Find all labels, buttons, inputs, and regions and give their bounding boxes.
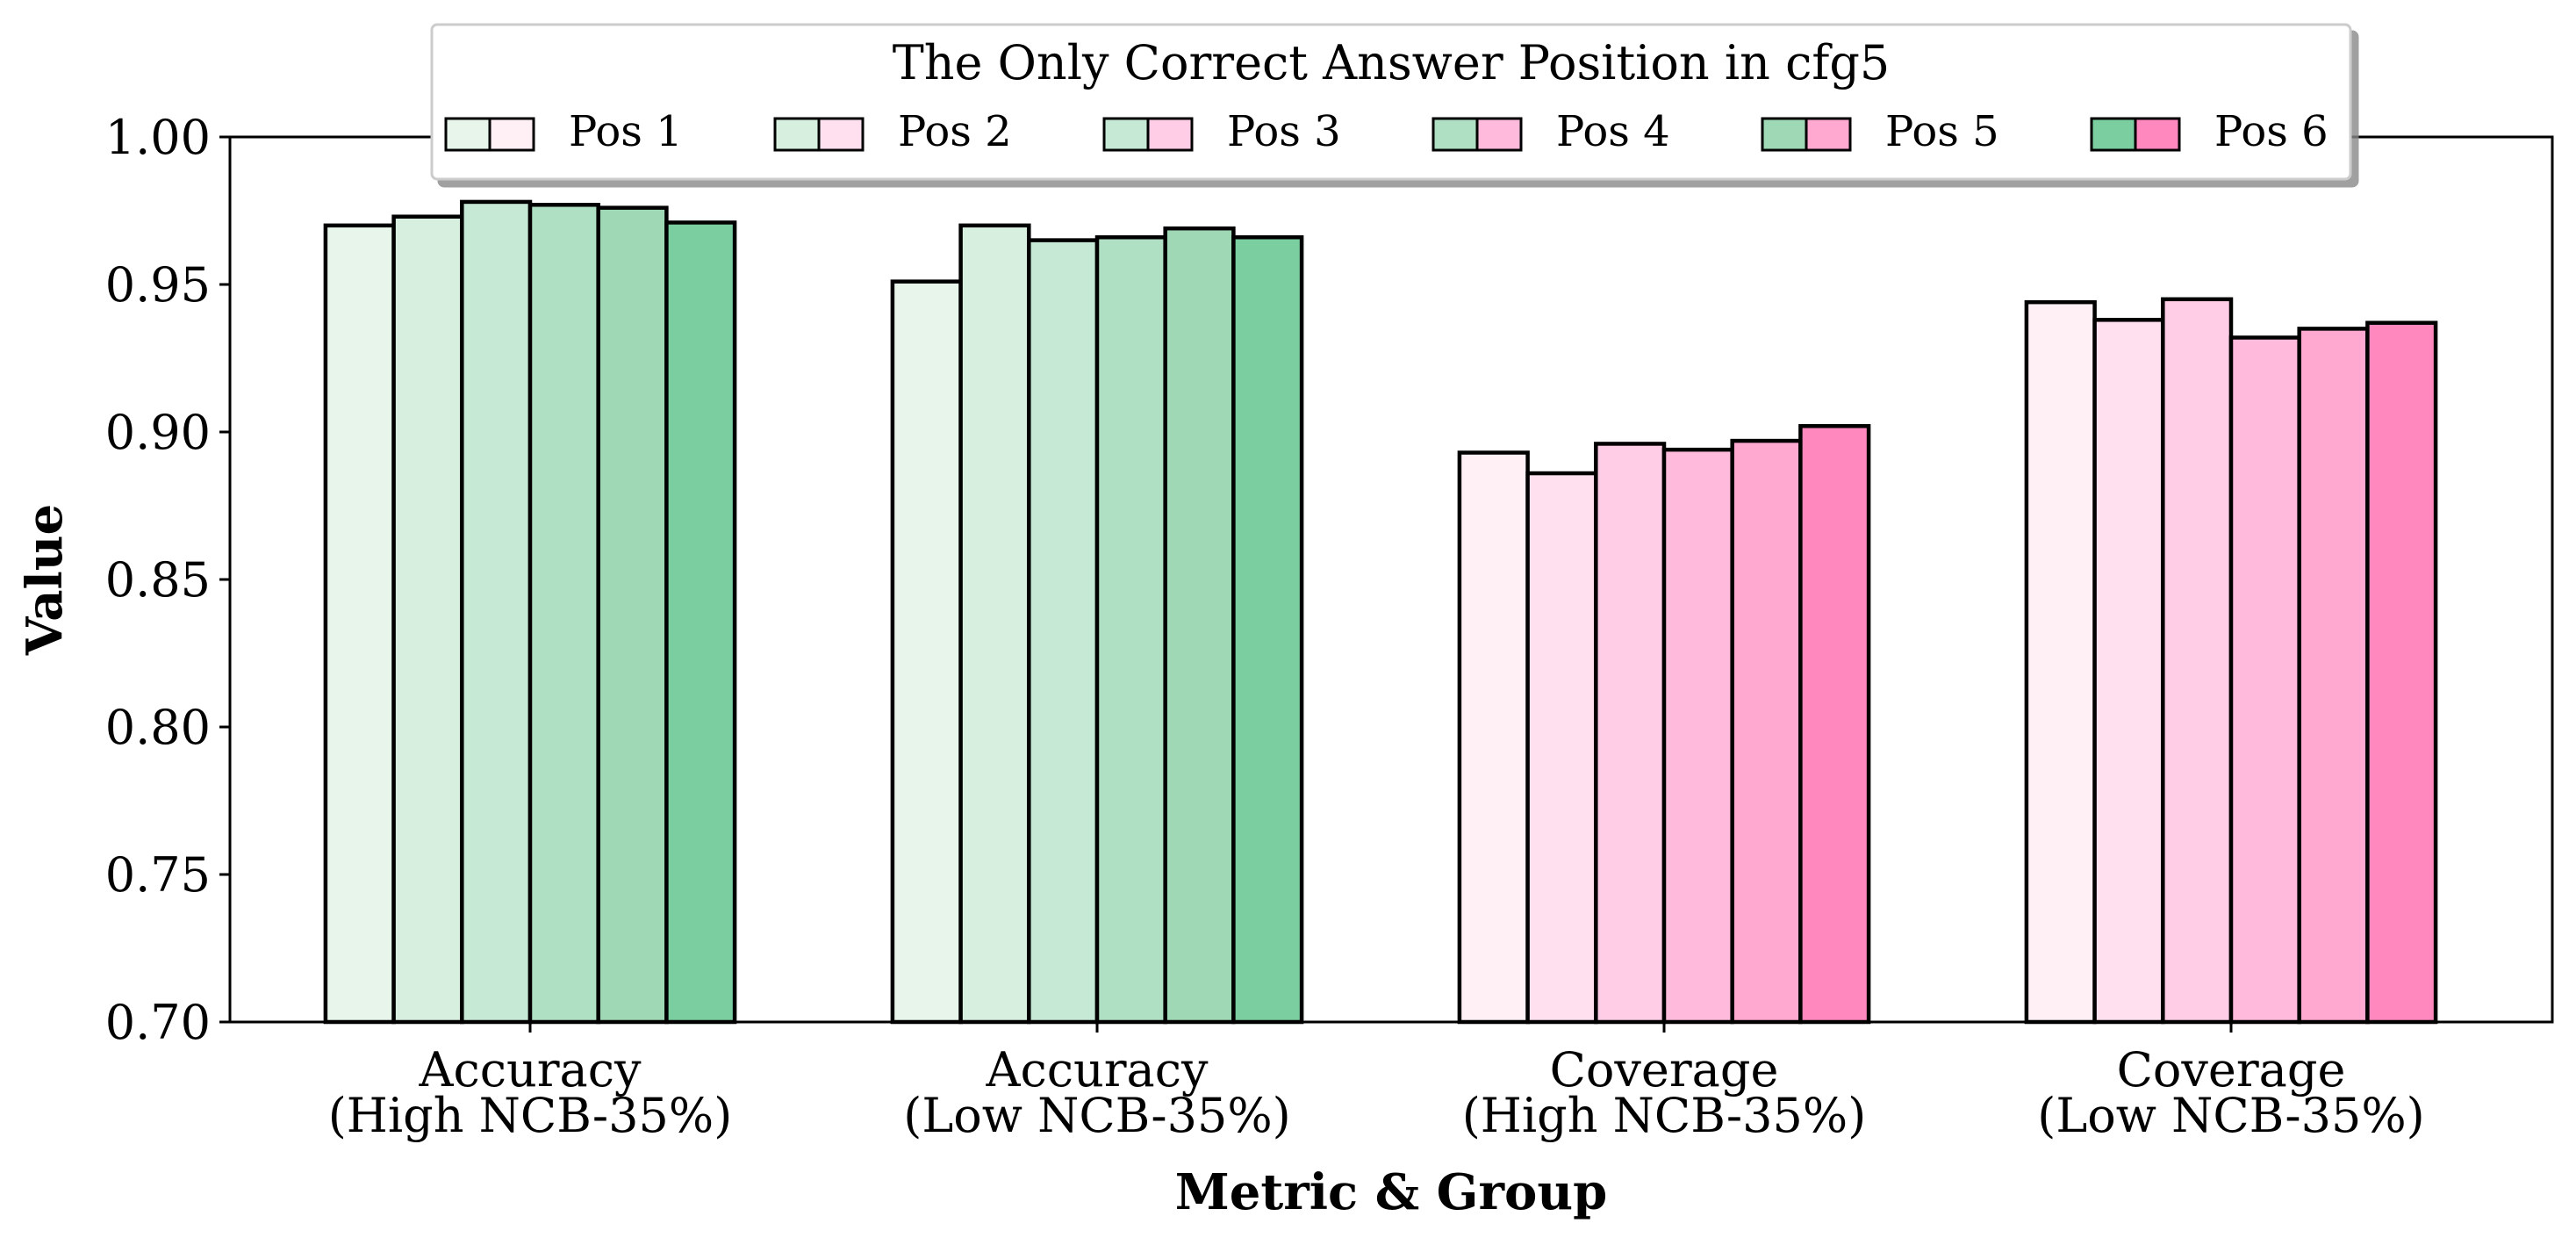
x-tick-label: Accuracy [985,1042,1209,1097]
legend-swatch-accuracy [773,117,821,152]
legend-swatch-accuracy [2090,117,2137,152]
bar-pos-4-group-1 [527,203,600,1025]
legend: The Only Correct Answer Position in cfg5… [430,23,2352,181]
legend-swatch-accuracy [1761,117,1808,152]
legend-swatch-coverage [1475,117,1523,152]
y-tick-label: 0.90 [105,405,211,460]
bar-pos-2-group-2 [958,223,1031,1025]
x-tick-label: Coverage [2117,1042,2346,1097]
y-tick-label: 0.80 [105,700,211,755]
x-tick-label: (Low NCB-35%) [2037,1088,2424,1143]
bar-pos-3-group-3 [1594,442,1667,1025]
legend-swatch-coverage [1146,117,1194,152]
bar-pos-3-group-2 [1027,238,1100,1025]
y-axis-title: Value [16,504,74,656]
y-tick-label: 0.85 [105,552,211,608]
bar-pos-3-group-4 [2161,297,2234,1025]
legend-swatch-accuracy [1432,117,1479,152]
y-tick-label: 1.00 [105,110,211,165]
bar-pos-4-group-3 [1661,447,1734,1025]
bar-pos-1-group-1 [323,223,396,1025]
legend-swatch-coverage [1805,117,1852,152]
bar-pos-5-group-3 [1730,438,1803,1025]
legend-swatch-accuracy [444,117,492,152]
legend-swatch-coverage [817,117,865,152]
bars-layer [323,199,2438,1025]
y-axis: 0.70 0.75 0.80 0.85 0.90 0.95 1.00 [105,110,230,1050]
bar-pos-6-group-4 [2365,320,2438,1025]
x-tick-label: Coverage [1550,1042,1779,1097]
legend-label: Pos 4 [1556,107,1670,156]
bar-pos-1-group-3 [1457,450,1530,1025]
legend-swatch-accuracy [1102,117,1150,152]
y-tick-label: 0.75 [105,847,211,903]
bar-pos-5-group-1 [596,205,669,1025]
bar-pos-2-group-4 [2092,318,2165,1025]
legend-swatch-coverage [2134,117,2181,152]
bar-pos-2-group-3 [1525,471,1598,1025]
bar-pos-3-group-1 [460,199,533,1025]
y-tick-label: 0.95 [105,257,211,313]
legend-label: Pos 6 [2214,107,2328,156]
legend-frame [430,23,2352,181]
bar-pos-4-group-4 [2228,335,2301,1025]
bar-pos-6-group-3 [1798,424,1871,1025]
bar-pos-5-group-2 [1163,226,1236,1025]
x-tick-label: (Low NCB-35%) [903,1088,1290,1143]
bar-pos-2-group-1 [391,214,464,1025]
bar-pos-1-group-4 [2024,299,2097,1025]
bar-pos-5-group-4 [2297,327,2370,1025]
legend-items: Pos 1 Pos 2 Pos 3 Pos 4 Pos 5 Pos 6 [444,107,2328,156]
legend-swatch-coverage [488,117,535,152]
x-axis-title: Metric & Group [1175,1163,1607,1221]
legend-title: The Only Correct Answer Position in cfg5 [893,35,1891,90]
bar-pos-6-group-1 [664,220,737,1025]
bar-pos-6-group-2 [1231,234,1304,1025]
x-tick-label: (High NCB-35%) [1462,1088,1867,1143]
bar-pos-4-group-2 [1094,234,1167,1025]
bar-pos-1-group-2 [890,279,963,1025]
legend-label: Pos 2 [898,107,1012,156]
x-axis: Accuracy(High NCB-35%)Accuracy(Low NCB-3… [328,1022,2425,1143]
legend-label: Pos 5 [1885,107,1999,156]
x-tick-label: (High NCB-35%) [328,1088,733,1143]
y-tick-label: 0.70 [105,995,211,1050]
legend-label: Pos 3 [1227,107,1341,156]
x-tick-label: Accuracy [418,1042,642,1097]
legend-label: Pos 1 [569,107,683,156]
